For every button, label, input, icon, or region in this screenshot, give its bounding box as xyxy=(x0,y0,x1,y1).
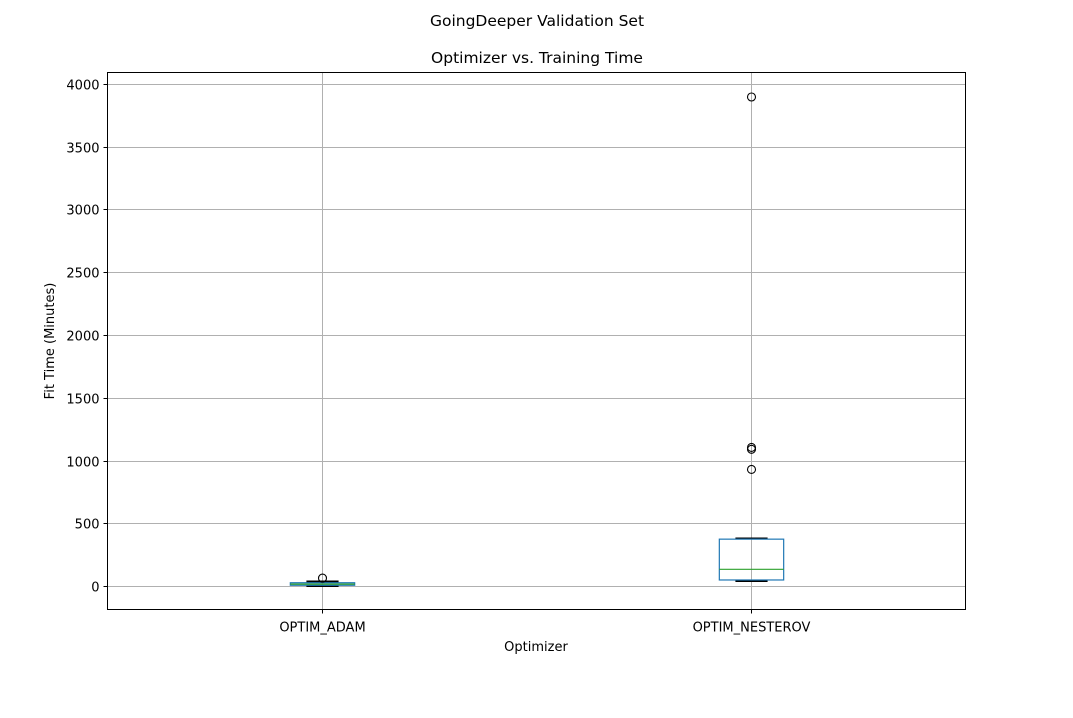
y-tick-label: 4000 xyxy=(66,79,99,94)
box-optim-nesterov xyxy=(718,92,785,582)
y-tick-label: 3500 xyxy=(66,142,99,157)
y-axis-ticks: 0 500 1000 1500 2000 2500 3000 3500 4000 xyxy=(66,79,108,596)
x-tick-label: OPTIM_ADAM xyxy=(279,621,365,636)
x-axis-label: Optimizer xyxy=(504,640,568,655)
plot-frame xyxy=(107,72,966,610)
box-optim-adam xyxy=(289,573,356,588)
y-tick-label: 1500 xyxy=(66,393,99,408)
y-tick-label: 2000 xyxy=(66,330,99,345)
x-tick-label: OPTIM_NESTEROV xyxy=(693,621,811,636)
outlier-point xyxy=(746,442,757,453)
outlier-point xyxy=(746,92,757,102)
y-tick-label: 0 xyxy=(91,581,99,596)
grid-lines xyxy=(107,72,966,610)
y-tick-label: 1000 xyxy=(66,456,99,471)
box-series xyxy=(289,92,785,588)
outlier-point xyxy=(746,464,757,474)
x-axis-ticks: OPTIM_ADAM OPTIM_NESTEROV xyxy=(279,609,811,636)
y-tick-label: 3000 xyxy=(66,204,99,219)
outlier-point xyxy=(317,573,328,583)
y-tick-label: 500 xyxy=(75,518,100,533)
y-axis-label: Fit Time (Minutes) xyxy=(43,283,58,400)
chart-suptitle: GoingDeeper Validation Set xyxy=(430,12,644,30)
box-body xyxy=(718,538,785,581)
y-tick-label: 2500 xyxy=(66,267,99,282)
chart-title: Optimizer vs. Training Time xyxy=(431,49,643,67)
